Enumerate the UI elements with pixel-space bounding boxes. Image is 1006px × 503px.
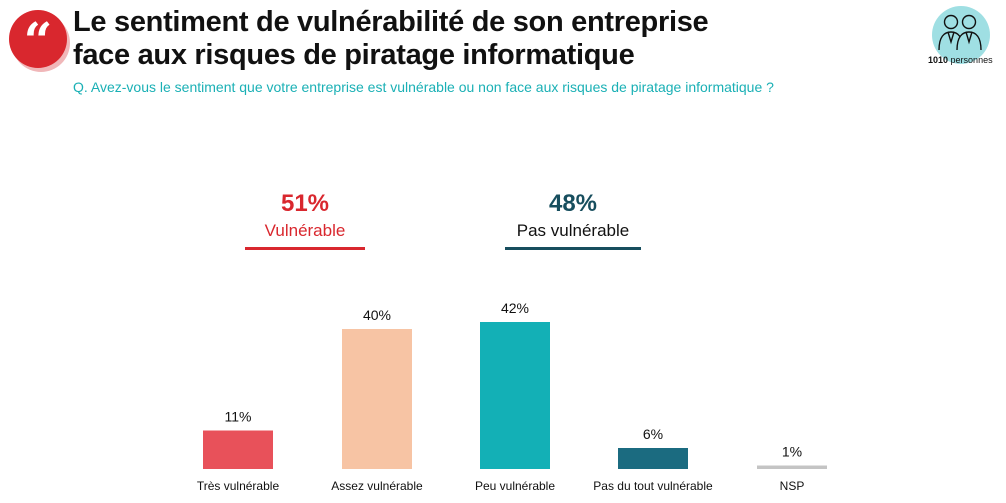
category-label-pas-du-tout-vulnerable: Pas du tout vulnérable — [593, 479, 713, 493]
group-not-vulnerable-rule — [505, 247, 641, 250]
group-not-vulnerable-label: Pas vulnérable — [516, 221, 630, 240]
value-label-peu-vulnerable: 42% — [501, 300, 529, 316]
group-vulnerable-pct: 51% — [280, 190, 330, 217]
bar-assez-vulnerable — [342, 329, 412, 469]
category-label-tres-vulnerable: Très vulnérable — [197, 479, 280, 493]
group-not-vulnerable: 48% Pas vulnérable — [505, 190, 641, 250]
page-title: Le sentiment de vulnérabilité de son ent… — [73, 6, 709, 72]
bar-peu-vulnerable — [480, 322, 550, 469]
group-vulnerable-rule — [245, 247, 365, 250]
title-line-1: Le sentiment de vulnérabilité de son ent… — [73, 6, 709, 38]
category-label-nsp: NSP — [780, 479, 805, 493]
two-people-icon — [938, 14, 982, 51]
value-label-assez-vulnerable: 40% — [363, 307, 391, 323]
quote-icon: “ — [9, 10, 67, 70]
bar-pas-du-tout-vulnerable — [618, 448, 688, 469]
group-vulnerable: 51% Vulnérable — [245, 190, 365, 250]
panel-count-label: 1010 personnes — [928, 55, 993, 65]
bar-tres-vulnerable — [203, 430, 273, 469]
value-label-pas-du-tout-vulnerable: 6% — [643, 426, 663, 442]
category-label-assez-vulnerable: Assez vulnérable — [331, 479, 423, 493]
category-label-peu-vulnerable: Peu vulnérable — [475, 479, 555, 493]
group-not-vulnerable-pct: 48% — [548, 190, 598, 217]
bar-nsp — [757, 465, 827, 469]
title-line-2: face aux risques de piratage informatiqu… — [73, 39, 635, 71]
question-text: Q. Avez-vous le sentiment que votre entr… — [73, 79, 774, 95]
panel-count: 1010 — [928, 55, 949, 65]
value-label-nsp: 1% — [782, 444, 802, 460]
group-vulnerable-label: Vulnérable — [264, 221, 346, 240]
panel-badge: 1010 personnes — [918, 0, 1000, 78]
value-label-tres-vulnerable: 11% — [225, 409, 252, 425]
panel-unit: personnes — [950, 55, 993, 65]
